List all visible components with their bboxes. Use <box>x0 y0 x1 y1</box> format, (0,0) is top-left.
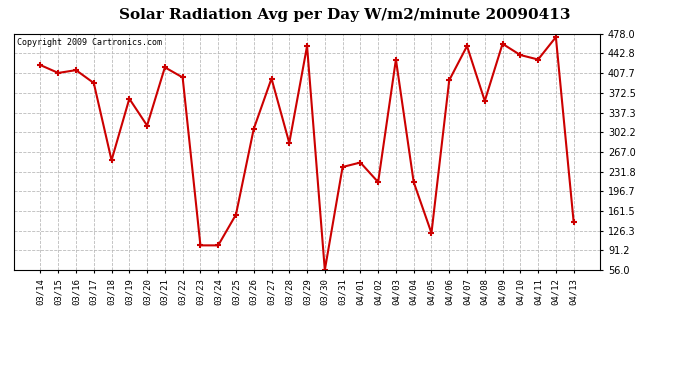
Text: Solar Radiation Avg per Day W/m2/minute 20090413: Solar Radiation Avg per Day W/m2/minute … <box>119 8 571 21</box>
Text: Copyright 2009 Cartronics.com: Copyright 2009 Cartronics.com <box>17 39 161 48</box>
